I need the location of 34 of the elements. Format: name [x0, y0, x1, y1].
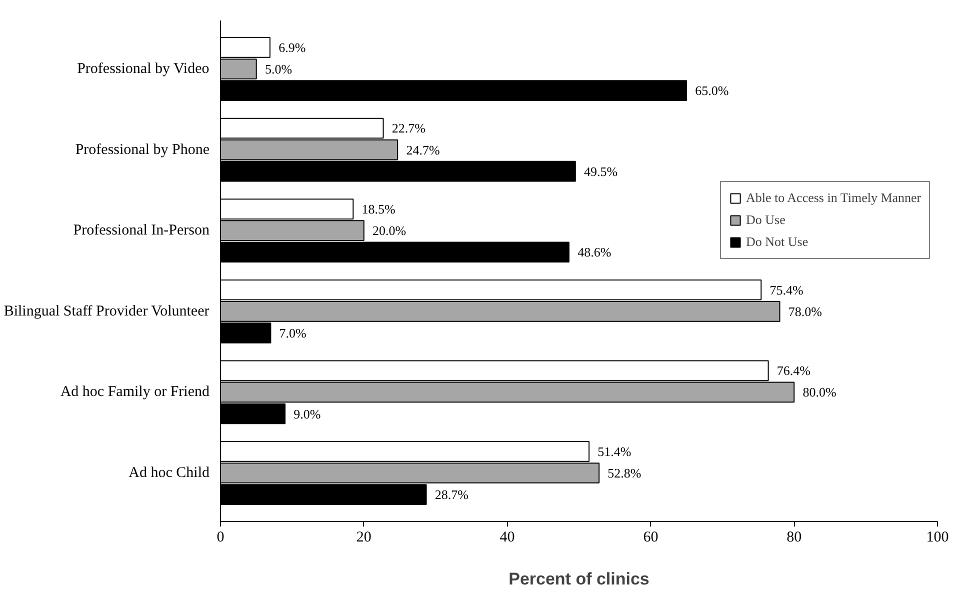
data-label: 6.9% [278, 40, 306, 55]
data-label: 22.7% [392, 120, 426, 136]
x-tick-label: 20 [356, 530, 372, 546]
data-label: 20.0% [372, 223, 406, 238]
x-axis-title: Percent of clinics [508, 570, 650, 588]
data-label: 7.0% [279, 325, 307, 340]
data-label: 48.6% [578, 244, 612, 260]
x-tick-label: 60 [643, 530, 658, 546]
y-tick-label: Professional In-Person [73, 222, 210, 239]
y-tick-label: Ad hoc Child [128, 465, 210, 482]
legend-label: Able to Access in Timely Manner [746, 190, 922, 206]
data-label: 9.0% [294, 406, 321, 422]
data-label: 49.5% [584, 164, 618, 179]
legend-label: Do Use [746, 212, 786, 228]
data-label: 52.8% [608, 466, 642, 481]
data-label: 75.4% [770, 282, 804, 298]
legend-label: Do Not Use [746, 234, 808, 250]
x-tick-label: 0 [216, 530, 224, 546]
data-label: 78.0% [788, 304, 822, 319]
data-label: 18.5% [362, 202, 396, 217]
data-label: 5.0% [264, 61, 292, 76]
y-tick-label: Ad hoc Family or Friend [60, 384, 210, 400]
x-tick-label: 40 [500, 530, 515, 546]
data-label: 28.7% [434, 487, 469, 502]
data-label: 76.4% [776, 363, 811, 378]
y-tick-label: Professional by Video [77, 60, 210, 77]
x-tick-label: 80 [786, 530, 802, 546]
data-label: 80.0% [802, 384, 836, 400]
x-tick-label: 100 [926, 530, 949, 546]
y-tick-label: Professional by Phone [75, 142, 210, 158]
data-label: 51.4% [598, 444, 632, 459]
y-tick-label: Bilingual Staff Provider Volunteer [4, 303, 210, 320]
data-label: 65.0% [695, 83, 729, 98]
data-label: 24.7% [406, 142, 440, 158]
